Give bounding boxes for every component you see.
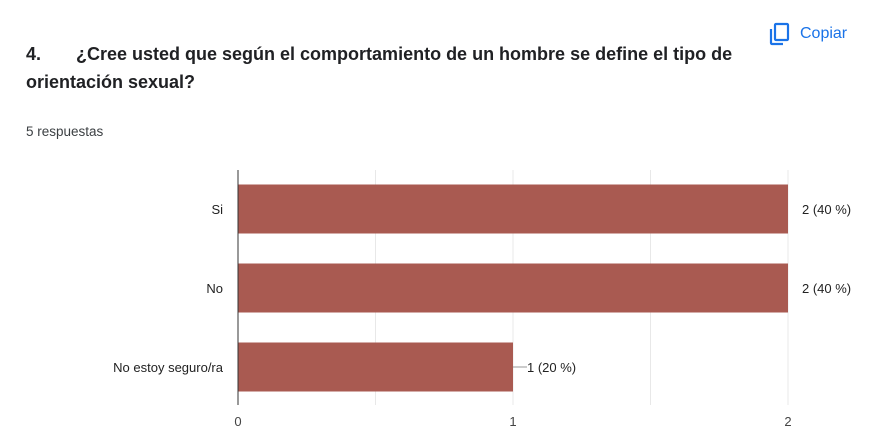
copy-label: Copiar: [800, 25, 848, 42]
question-text: ¿Cree usted que según el comportamiento …: [26, 44, 733, 92]
category-label: Si: [211, 202, 223, 217]
category-label: No estoy seguro/ra: [113, 360, 224, 375]
copy-icon: [768, 22, 790, 46]
bar: [238, 263, 788, 313]
x-tick-label: 0: [234, 414, 241, 429]
bar: [238, 184, 788, 234]
x-tick-label: 2: [784, 414, 791, 429]
x-tick-label: 1: [509, 414, 516, 429]
bar: [238, 342, 513, 392]
question-title: 4. ¿Cree usted que según el comportamient…: [26, 40, 746, 96]
response-count: 5 respuestas: [26, 124, 104, 139]
copy-button[interactable]: Copiar: [764, 18, 851, 50]
question-number: 4.: [26, 44, 42, 64]
data-label: 2 (40 %): [802, 281, 851, 296]
data-label: 1 (20 %): [527, 360, 576, 375]
category-label: No: [206, 281, 223, 296]
data-label: 2 (40 %): [802, 202, 851, 217]
